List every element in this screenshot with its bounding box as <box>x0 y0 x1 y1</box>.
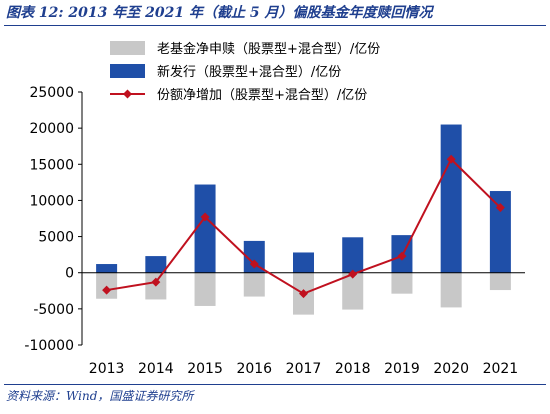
point-net-share-increase-2017 <box>299 289 308 299</box>
point-net-share-increase-2016 <box>249 259 259 269</box>
point-net-share-increase-2021 <box>495 203 505 213</box>
legend-label: 老基金净申赎（股票型+混合型）/亿份 <box>157 41 380 57</box>
bar-old-fund-2021 <box>489 272 511 291</box>
y-tick-label: 25000 <box>29 85 74 101</box>
bar-old-fund-2018 <box>342 272 364 310</box>
bar-new-issuance-2020 <box>440 124 462 273</box>
point-net-share-increase-2018 <box>348 269 358 279</box>
x-tick-label: 2014 <box>138 361 174 377</box>
bar-new-issuance-2013 <box>96 264 118 273</box>
chart: 老基金净申赎（股票型+混合型）/亿份新发行（股票型+混合型）/亿份份额净增加（股… <box>24 41 525 377</box>
y-tick-label: -5000 <box>33 302 74 318</box>
legend-swatch-old-fund <box>110 41 145 55</box>
bar-old-fund-2020 <box>440 272 462 308</box>
x-tick-label: 2017 <box>286 361 322 377</box>
x-tick-label: 2021 <box>483 361 519 377</box>
point-net-share-increase-2019 <box>397 251 407 261</box>
x-tick-label: 2015 <box>187 361 223 377</box>
bar-new-issuance-2015 <box>194 184 216 273</box>
x-axis-ticks: 2013 2014 2015 2016 2017 2018 2019 2020 2021 <box>89 361 518 377</box>
point-net-share-increase-2015 <box>200 212 210 222</box>
chart-title: 图表 12: 2013 年至 2021 年（截止 5 月）偏股基金年度赎回情况 <box>6 5 433 21</box>
series-net-share-increase <box>102 154 505 299</box>
x-tick-label: 2016 <box>236 361 272 377</box>
point-net-share-increase-2020 <box>446 154 456 164</box>
point-net-share-increase-2013 <box>102 285 112 295</box>
series-old-fund-net-redemption <box>96 272 511 315</box>
y-tick-label: 15000 <box>29 157 74 173</box>
bar-old-fund-2019 <box>391 272 413 294</box>
x-tick-label: 2018 <box>335 361 371 377</box>
legend-label: 新发行（股票型+混合型）/亿份 <box>157 64 341 80</box>
source-note: 资料来源：Wind，国盛证券研究所 <box>6 389 194 403</box>
legend-swatch-net-increase-marker <box>123 89 132 99</box>
x-tick-label: 2019 <box>384 361 420 377</box>
bar-old-fund-2015 <box>194 272 216 306</box>
y-tick-label: 20000 <box>29 121 74 137</box>
x-tick-label: 2020 <box>433 361 469 377</box>
bar-new-issuance-2021 <box>489 191 511 273</box>
y-tick-label: 0 <box>65 266 74 282</box>
legend-label: 份额净增加（股票型+混合型）/亿份 <box>157 88 367 103</box>
y-tick-label: 5000 <box>38 230 74 246</box>
legend: 老基金净申赎（股票型+混合型）/亿份新发行（股票型+混合型）/亿份份额净增加（股… <box>110 41 380 103</box>
legend-swatch-new-issuance <box>110 64 145 78</box>
point-net-share-increase-2014 <box>151 277 161 287</box>
y-tick-label: 10000 <box>29 193 74 209</box>
bar-old-fund-2016 <box>243 272 265 297</box>
y-axis-ticks: -10000 -5000 0 5000 10000 15000 20000 25000 <box>24 85 82 354</box>
y-tick-label: -10000 <box>24 338 74 354</box>
axes <box>81 92 525 345</box>
bar-new-issuance-2016 <box>243 240 265 273</box>
title-divider <box>4 25 546 26</box>
bar-new-issuance-2014 <box>145 256 167 273</box>
bar-new-issuance-2017 <box>293 252 314 273</box>
source-divider <box>4 384 546 385</box>
x-tick-label: 2013 <box>89 361 125 377</box>
bar-new-issuance-2018 <box>342 237 364 273</box>
series-new-issuance <box>96 124 511 273</box>
